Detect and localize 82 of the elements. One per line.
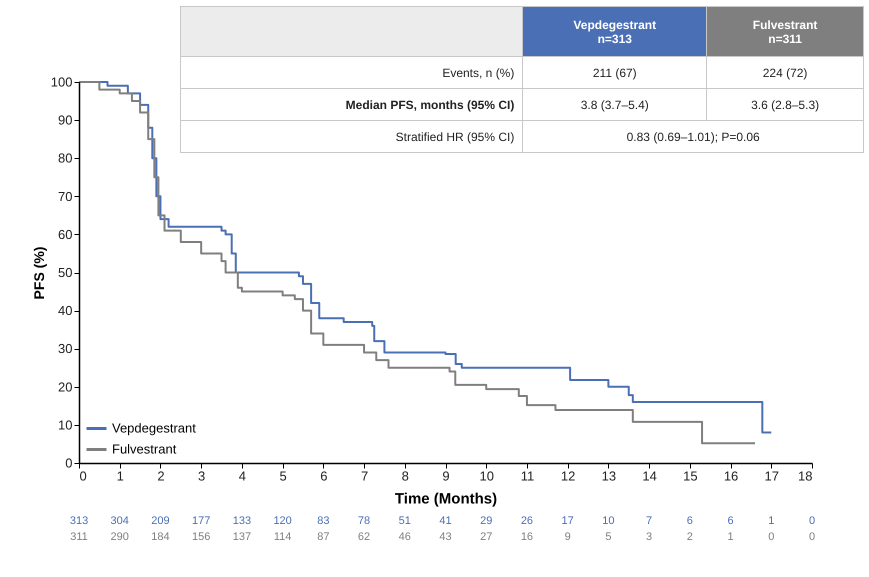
- text: 43: [439, 531, 452, 543]
- x-tick-label: 11: [520, 468, 534, 484]
- text: Fulvestrant n=311: [752, 18, 818, 46]
- text: 1: [768, 515, 774, 527]
- x-tick-label: 18: [798, 468, 812, 484]
- x-axis-title: Time (Months): [394, 490, 498, 508]
- x-tick-label: 7: [360, 468, 368, 484]
- text: 6: [727, 515, 734, 527]
- text: 209: [151, 515, 170, 527]
- text: 46: [398, 531, 411, 543]
- x-tick-label: 16: [724, 468, 738, 484]
- text: 114: [274, 531, 292, 543]
- y-axis-title: PFS (%): [30, 246, 47, 300]
- x-tick-label: 9: [442, 468, 450, 484]
- text: 17: [562, 515, 574, 527]
- y-tick-label: 20: [58, 379, 72, 394]
- text: 3: [646, 531, 652, 543]
- text: 2: [686, 531, 693, 543]
- x-tick-label: 14: [642, 468, 657, 484]
- legend-label: Fulvestrant: [112, 442, 177, 456]
- text: 0: [808, 515, 816, 527]
- text: 313: [70, 515, 88, 527]
- y-tick-label: 90: [58, 112, 72, 128]
- text: 87: [317, 531, 330, 543]
- text: 6: [686, 515, 693, 527]
- text: 7: [646, 515, 652, 527]
- x-tick-label: 2: [157, 468, 165, 484]
- text: 211 (67): [592, 66, 637, 80]
- x-tick-label: 6: [320, 468, 328, 484]
- text: 184: [151, 531, 170, 543]
- x-tick-label: 3: [198, 468, 206, 484]
- text: 311: [70, 531, 88, 543]
- x-tick-label: 8: [402, 468, 409, 484]
- y-tick-label: 80: [58, 150, 72, 166]
- text: 224 (72): [762, 66, 808, 80]
- x-tick-label: 0: [80, 468, 87, 484]
- text: Events, n (%): [442, 66, 514, 80]
- y-tick-label: 30: [58, 341, 72, 356]
- y-tick-label: 100: [50, 74, 72, 90]
- text: 41: [439, 515, 452, 527]
- text: 9: [564, 531, 571, 543]
- x-tick-label: 1: [116, 468, 124, 484]
- text: 0: [768, 531, 774, 543]
- text: 5: [605, 531, 612, 543]
- x-tick-label: 12: [560, 468, 576, 484]
- text: 83: [317, 515, 330, 527]
- annotation: 0.83 (0.69–1.01); P=0.06: [522, 120, 864, 152]
- text: 177: [192, 515, 210, 527]
- text: 304: [110, 515, 129, 527]
- text: 29: [480, 515, 492, 527]
- text: 1: [727, 531, 734, 543]
- x-tick-label: 15: [683, 468, 698, 484]
- y-tick-label: 10: [58, 417, 72, 432]
- text: 62: [358, 531, 370, 543]
- text: 27: [480, 531, 492, 543]
- text: 133: [232, 515, 252, 527]
- y-tick-label: 0: [65, 456, 72, 470]
- legend-label: Vepdegestrant: [112, 420, 196, 436]
- text: 156: [192, 531, 210, 543]
- y-tick-label: 70: [58, 188, 72, 204]
- x-tick-label: 10: [479, 468, 494, 484]
- annotation: 3.6 (2.8–5.3): [706, 88, 864, 120]
- text: Vepdegestrant n=313: [573, 18, 656, 46]
- y-tick-label: 40: [58, 303, 72, 318]
- text: 120: [273, 515, 292, 527]
- text: 137: [232, 531, 252, 543]
- y-tick-label: 50: [58, 265, 72, 280]
- annotation: Stratified HR (95% CI): [180, 120, 523, 152]
- text: 290: [110, 531, 129, 543]
- x-tick-label: 4: [238, 468, 246, 484]
- annotation: Median PFS, months (95% CI): [180, 88, 523, 120]
- text: 0: [808, 531, 816, 543]
- x-tick-label: 13: [602, 468, 616, 484]
- text: 10: [602, 515, 615, 527]
- text: 26: [520, 515, 534, 527]
- y-tick-label: 60: [58, 226, 72, 242]
- text: 51: [398, 515, 411, 527]
- text: 16: [520, 531, 534, 543]
- text: 78: [358, 515, 370, 527]
- annotation: 3.8 (3.7–5.4): [522, 88, 707, 120]
- x-tick-label: 17: [764, 468, 780, 484]
- x-tick-label: 5: [279, 468, 287, 484]
